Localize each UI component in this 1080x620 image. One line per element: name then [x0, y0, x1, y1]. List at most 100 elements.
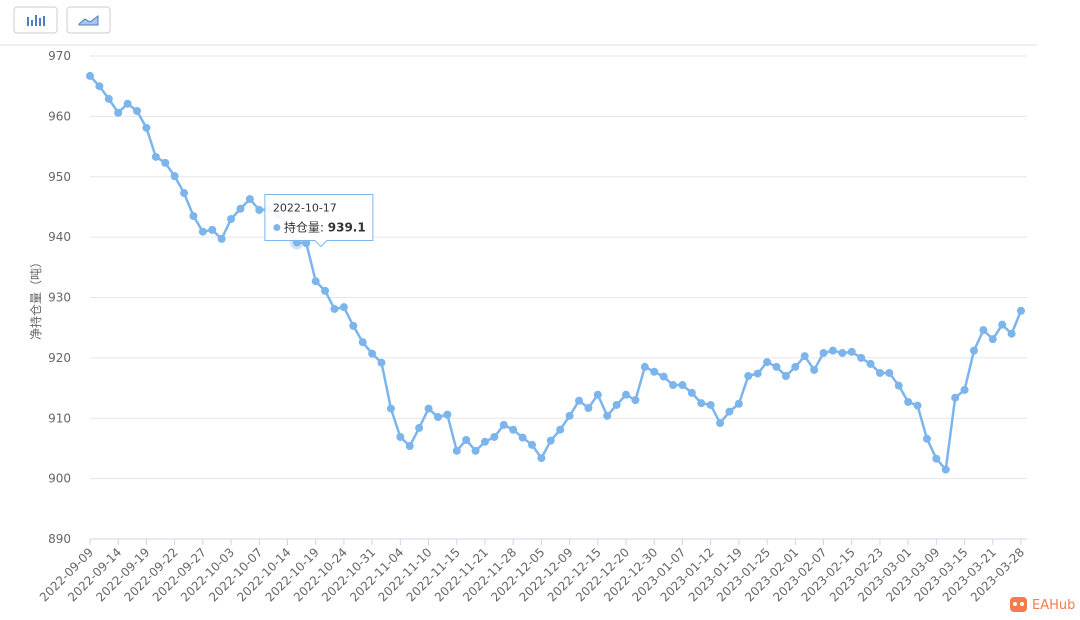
data-point [405, 442, 414, 451]
data-point [330, 304, 339, 313]
data-point [838, 349, 847, 358]
data-point [527, 440, 536, 449]
data-point [941, 465, 950, 474]
data-point [480, 437, 489, 446]
y-tick-label: 930 [48, 291, 71, 305]
data-point [142, 123, 151, 132]
data-point [349, 321, 358, 330]
data-point [772, 362, 781, 371]
data-point [960, 385, 969, 394]
data-point [499, 420, 508, 429]
data-point [556, 425, 565, 434]
data-point [217, 234, 226, 243]
data-point [104, 94, 113, 103]
data-point [255, 205, 264, 214]
data-point [697, 399, 706, 408]
data-point [866, 359, 875, 368]
data-point [828, 346, 837, 355]
data-point [640, 362, 649, 371]
data-point [904, 397, 913, 406]
data-point [922, 434, 931, 443]
data-point [170, 172, 179, 181]
data-point [575, 396, 584, 405]
data-point [734, 399, 743, 408]
tooltip-number: 939.1 [328, 221, 366, 235]
series-line [89, 75, 1023, 471]
data-point [725, 407, 734, 416]
data-point [302, 239, 311, 248]
data-point [546, 436, 555, 445]
y-tick-label: 940 [48, 230, 71, 244]
data-point [114, 108, 123, 117]
data-point [678, 381, 687, 390]
brand-text: EAHub [1032, 598, 1075, 613]
data-point [622, 390, 631, 399]
y-tick-label: 890 [48, 532, 71, 546]
data-point [593, 390, 602, 399]
tooltip-separator: : [320, 221, 328, 235]
tooltip-box [264, 194, 374, 248]
data-point [998, 320, 1007, 329]
data-point [462, 435, 471, 444]
data-point [584, 403, 593, 412]
data-point [86, 71, 94, 80]
y-tick-label: 920 [48, 351, 71, 365]
data-point [979, 326, 988, 335]
data-point [518, 433, 527, 442]
data-point [443, 410, 452, 419]
data-point [810, 365, 819, 374]
data-point [875, 368, 884, 377]
data-point [612, 400, 621, 409]
data-point [819, 349, 828, 358]
data-point [368, 349, 377, 358]
tooltip-series: 持仓量 [284, 220, 320, 235]
data-point [706, 400, 715, 409]
data-point [433, 413, 442, 422]
data-point [180, 189, 189, 198]
data-point [424, 404, 433, 413]
data-point [311, 277, 320, 286]
data-point [744, 371, 753, 380]
y-tick-label: 900 [48, 472, 71, 486]
data-point [659, 372, 668, 381]
bar-icon [27, 15, 45, 26]
logo-eye [1013, 602, 1017, 606]
y-tick-label: 910 [48, 411, 71, 425]
data-point [377, 358, 386, 367]
y-tick-label: 960 [48, 109, 71, 123]
data-point [358, 338, 367, 347]
data-point [631, 396, 640, 405]
y-axis-title: 净持仓量（吨） [28, 256, 43, 340]
tooltip-date: 2022-10-17 [273, 202, 337, 215]
data-point [151, 152, 160, 161]
brand-logo [1010, 597, 1027, 612]
data-point [386, 404, 395, 413]
data-point [847, 347, 856, 356]
data-point [913, 401, 922, 410]
data-point [198, 227, 207, 236]
data-point [800, 352, 809, 361]
data-point [781, 371, 790, 380]
data-point [245, 195, 254, 204]
data-point [951, 393, 960, 402]
data-point [894, 381, 903, 390]
line-view-button[interactable] [66, 6, 111, 34]
data-point [650, 367, 659, 376]
plot-area: 8909009109209309409509609702022-09-09202… [37, 49, 1027, 604]
data-point [687, 388, 696, 397]
data-point [396, 432, 405, 441]
data-point [753, 369, 762, 378]
tooltip-value: 持仓量: 939.1 [284, 220, 366, 235]
data-point [716, 419, 725, 428]
data-point [1007, 329, 1016, 338]
data-point [161, 158, 170, 167]
data-point [133, 106, 142, 115]
line-icon [78, 15, 99, 26]
data-point [490, 432, 499, 441]
data-point [885, 368, 894, 377]
data-point [123, 99, 132, 108]
data-point [791, 362, 800, 371]
data-point [95, 82, 104, 91]
